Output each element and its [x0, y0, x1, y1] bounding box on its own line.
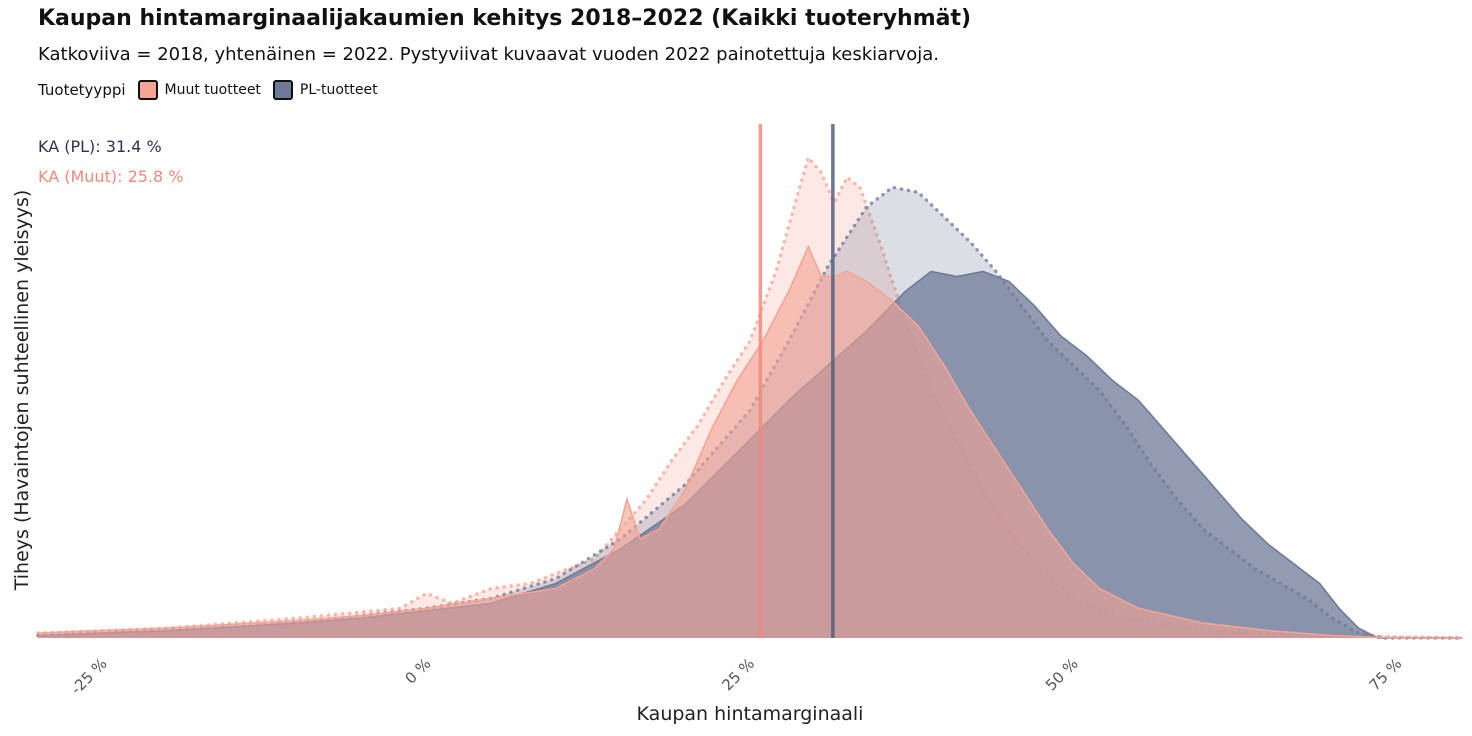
legend-key-pl: [272, 80, 293, 100]
y-axis-title: Tiheys (Havaintojen suhteellinen yleisyy…: [11, 190, 33, 592]
legend: Tuotetyyppi Muut tuotteet PL-tuotteet: [38, 80, 378, 100]
x-tick-label: 25 %: [718, 655, 758, 695]
series-layer: [36, 154, 1464, 640]
series-muut-2022: [37, 244, 1463, 639]
density-area: [38, 246, 1462, 639]
legend-label-pl: PL-tuotteet: [299, 82, 378, 98]
x-tick-label: 50 %: [1042, 655, 1082, 695]
x-tick-label: 0 %: [401, 655, 434, 688]
legend-label-muut: Muut tuotteet: [164, 82, 261, 98]
chart-subtitle: Katkoviiva = 2018, yhtenäinen = 2022. Py…: [38, 44, 939, 65]
density-line: [37, 244, 1463, 639]
x-axis-ticks: -25 % 0 % 25 % 50 % 75 %: [67, 655, 1405, 699]
density-line: [36, 154, 1464, 640]
density-line: [36, 185, 1464, 640]
reference-lines: [758, 124, 835, 638]
x-axis-title: Kaupan hintamarginaali: [637, 703, 864, 725]
annotation-pl: KA (PL): 31.4 %: [38, 137, 162, 156]
legend-key-muut: [137, 80, 158, 100]
x-tick-label: 75 %: [1366, 655, 1406, 695]
legend-title: Tuotetyyppi: [38, 81, 126, 99]
x-tick-label: -25 %: [67, 655, 111, 699]
chart-title: Kaupan hintamarginaalijakaumien kehitys …: [38, 6, 972, 31]
annotation-muut: KA (Muut): 25.8 %: [38, 167, 183, 186]
